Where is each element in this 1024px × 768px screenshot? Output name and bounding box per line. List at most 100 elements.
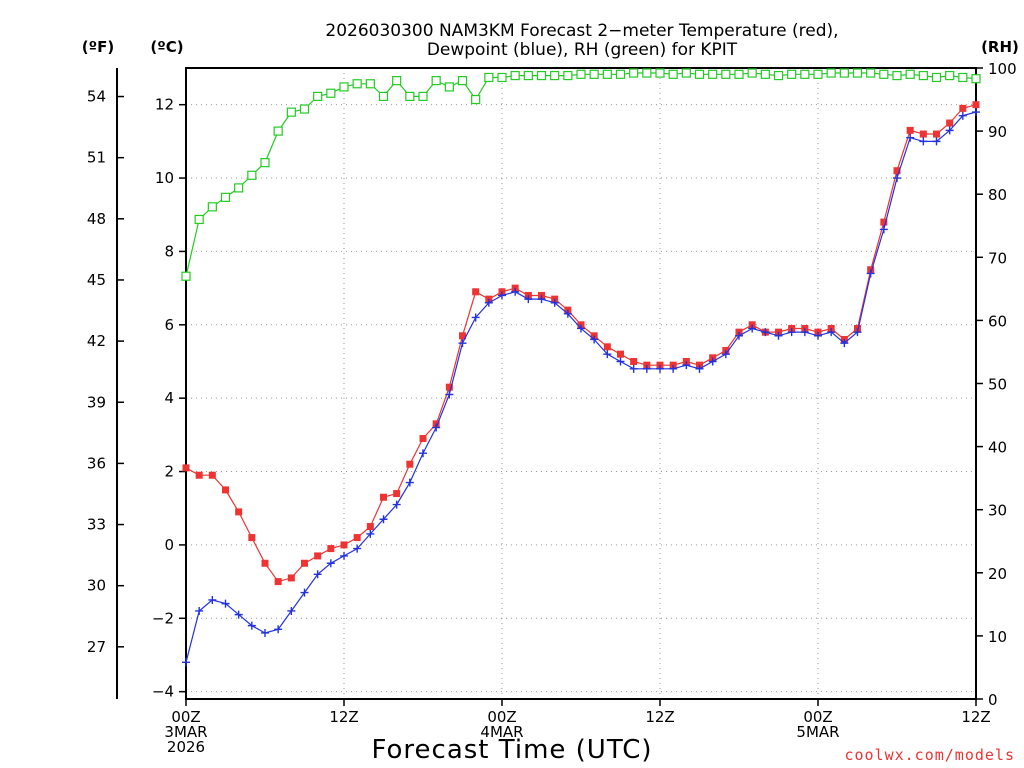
rh-point [734,69,744,79]
dewpoint-point [893,174,901,183]
dewpoint-point [682,361,691,370]
series-line-celsius-plus [185,111,977,663]
dewpoint-point [221,599,230,608]
rh-point [760,69,770,79]
rh-tick-label: 100 [988,60,1017,78]
dewpoint-point [313,570,322,579]
temperature-point [208,471,216,479]
dewpoint-point [537,295,546,304]
rh-point [457,76,468,86]
rh-point [313,91,323,101]
temperature-point [301,559,308,567]
celsius-tick-label: 2 [164,463,174,481]
rh-point [773,70,784,81]
temperature-point [340,541,348,549]
temperature-point [353,534,361,542]
dewpoint-point [300,588,309,597]
temperature-point [603,343,611,351]
rh-point [576,69,586,79]
dewpoint-point [419,449,427,458]
rh-point [510,70,520,81]
rh-point [958,72,968,83]
x-axis-label: Forecast Time (UTC) [371,735,652,765]
rh-point [444,82,454,92]
rh-point [708,69,718,79]
dewpoint-point [247,621,256,630]
rh-tick-label: 60 [988,312,1007,330]
rh-point [945,70,955,81]
fahrenheit-tick-label: 27 [87,638,106,656]
rh-point [721,69,731,79]
temperature-point [946,119,954,127]
dewpoint-point [958,111,967,120]
dewpoint-point [932,137,941,146]
x-tick-label: 12Z [329,708,358,726]
temperature-point [380,493,387,501]
series-line-rh-square-open [185,72,977,277]
rh-point [418,91,428,101]
fahrenheit-tick-label: 39 [87,393,106,411]
dewpoint-point [484,298,493,307]
chart-title-line-2: Dewpoint (blue), RH (green) for KPIT [427,40,738,60]
rh-point [247,170,257,180]
rh-point [497,72,507,83]
series-layer [181,68,981,667]
fahrenheit-tick-label: 45 [87,271,106,289]
dewpoint-point [629,364,638,373]
celsius-tick-label: −4 [152,683,174,701]
rh-point [787,69,797,79]
dewpoint-point [458,339,467,348]
axes [116,67,983,706]
dewpoint-point [590,335,599,344]
fahrenheit-tick-label: 33 [87,516,106,534]
x-tick-date-label: 3MAR [164,723,207,741]
rh-point [220,192,231,202]
x-tick-date-label: 4MAR [480,723,523,741]
dewpoint-point [866,269,875,278]
plot-frame [185,67,977,700]
rh-point [194,214,204,225]
rh-point [536,70,547,81]
grid-lines [186,68,976,699]
dewpoint-point [787,328,796,337]
rh-point [629,68,639,78]
chart-title-line-1: 2026030300 NAM3KM Forecast 2−meter Tempe… [325,21,838,41]
celsius-tick-label: −2 [152,609,174,627]
temperature-point [617,350,624,358]
temperature-point [314,552,322,560]
dewpoint-point [800,328,809,337]
dewpoint-point [432,423,441,432]
dewpoint-point [603,350,612,359]
temperature-point [222,486,229,494]
dewpoint-point [695,364,704,373]
rh-point [655,68,665,78]
rh-point [826,68,836,78]
fahrenheit-tick-label: 48 [87,210,106,228]
rh-point [550,70,560,81]
dewpoint-point [761,328,770,337]
x-tick-date-label: 5MAR [796,723,839,741]
temperature-point [445,383,453,391]
dewpoint-point [814,331,822,340]
rh-point [431,76,441,86]
temperature-point [472,288,480,296]
temperature-point [248,534,256,542]
rh-tick-label: 70 [988,249,1007,267]
dewpoint-point [392,500,401,509]
dewpoint-point [366,529,375,538]
temperature-point [287,574,295,582]
temperature-point [261,559,269,567]
dewpoint-point [827,328,836,337]
rh-point [260,158,270,168]
temperature-point [327,545,335,553]
rh-tick-label: 50 [988,376,1007,394]
rh-point [839,68,849,78]
temperature-point [195,471,203,479]
x-tick-label: 12Z [961,708,990,726]
temperature-point [906,126,914,134]
rh-point [365,79,375,89]
rh-point [971,74,981,84]
rh-unit-label: (RH) [981,38,1019,56]
rh-point [813,69,823,79]
temperature-point [630,357,638,365]
